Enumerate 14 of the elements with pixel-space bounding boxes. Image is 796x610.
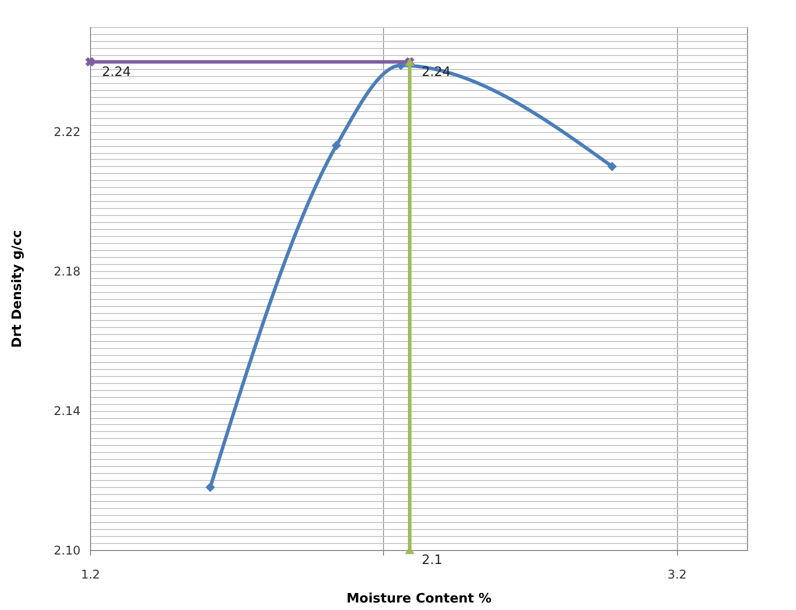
point [607, 162, 617, 172]
y-tick-label: 2.10 [54, 544, 80, 558]
x-axis-title: Moisture Content % [346, 592, 492, 606]
point [85, 57, 95, 67]
y-tick-label: 2.22 [54, 125, 80, 140]
y-tick-label: 2.14 [54, 404, 80, 418]
x-tick-label: 1.2 [80, 568, 100, 582]
point [206, 482, 215, 492]
x-tick-label: 3.2 [668, 568, 687, 582]
data-label: 2.24 [102, 64, 131, 80]
y-tick-label: 2.18 [54, 264, 80, 279]
y-axis-title: Drt Density g/cc [10, 230, 25, 348]
point [332, 140, 342, 150]
data-label: 2.1 [422, 553, 442, 568]
